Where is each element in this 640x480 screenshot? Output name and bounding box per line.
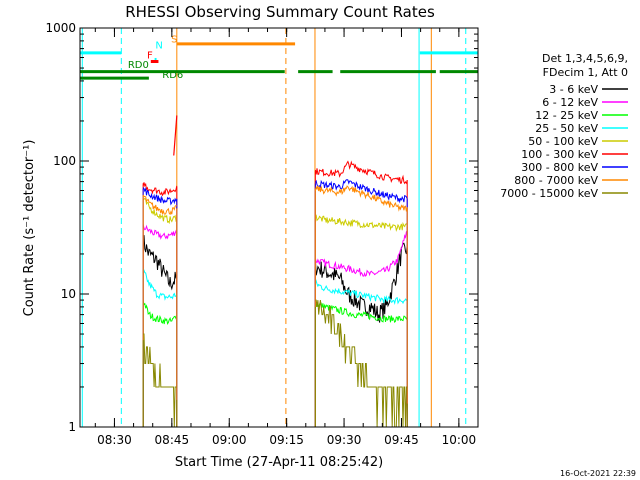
legend-header-line: FDecim 1, Att 0 (543, 66, 628, 79)
series-trace (142, 235, 178, 291)
chart-title: RHESSI Observing Summary Count Rates (125, 3, 435, 21)
y-tick-label: 1000 (45, 21, 76, 35)
series-800-7000-kev (142, 185, 408, 427)
series-trace (142, 224, 178, 240)
x-tick-label: 10:00 (442, 433, 477, 447)
series-trace (314, 160, 408, 185)
legend-label: 6 - 12 keV (542, 96, 598, 109)
series-trace (142, 268, 178, 301)
y-tick-label: 10 (61, 287, 76, 301)
legend-label: 800 - 7000 keV (514, 174, 598, 187)
series-trace (142, 300, 178, 326)
y-tick-label: 1 (68, 420, 76, 434)
series-300-800-kev (142, 179, 408, 427)
series-6-12-kev (142, 224, 408, 427)
series-trace (314, 185, 408, 212)
flare-spike (173, 115, 178, 156)
legend-label: 100 - 300 keV (521, 148, 598, 161)
series-12-25-kev (142, 300, 408, 427)
flag-label: F (147, 50, 153, 61)
series-trace (315, 299, 408, 427)
x-tick-label: 09:00 (212, 433, 247, 447)
y-axis-label: Count Rate (s⁻¹ detector⁻¹) (22, 140, 37, 317)
series-trace (143, 197, 178, 225)
plot-frame (79, 27, 479, 428)
series-trace (142, 186, 178, 206)
legend: Det 1,3,4,5,6,9,FDecim 1, Att 0 3 - 6 keV… (500, 52, 628, 200)
y-tick-label: 100 (53, 154, 76, 168)
flag-label: RD6 (162, 70, 183, 81)
x-tick-label: 09:30 (327, 433, 362, 447)
x-tick-label: 08:30 (97, 433, 132, 447)
series-trace (314, 242, 408, 323)
flag-label: S (171, 34, 177, 45)
series-25-50-kev (142, 268, 408, 427)
series-7000-15000-kev (142, 299, 408, 427)
legend-label: 3 - 6 keV (549, 83, 598, 96)
flag-label: RD0 (128, 60, 149, 71)
x-tick-label: 08:45 (155, 433, 190, 447)
series-trace (142, 182, 178, 197)
legend-label: 50 - 100 keV (528, 135, 598, 148)
x-tick-label: 09:45 (384, 433, 419, 447)
legend-label: 12 - 25 keV (535, 109, 598, 122)
series-trace (142, 194, 178, 216)
legend-header-line: Det 1,3,4,5,6,9, (542, 52, 628, 65)
legend-label: 25 - 50 keV (535, 122, 598, 135)
legend-label: 7000 - 15000 keV (500, 187, 598, 200)
x-axis-label: Start Time (27-Apr-11 08:25:42) (175, 455, 383, 470)
series-trace (314, 279, 408, 306)
render-timestamp: 16-Oct-2021 22:39 (560, 469, 636, 478)
series-trace (315, 214, 408, 232)
series-3-6-kev (142, 235, 408, 427)
series-trace (143, 333, 177, 427)
flag-label: N (155, 41, 162, 52)
x-tick-label: 09:15 (269, 433, 304, 447)
series-trace (314, 179, 408, 204)
series-trace (314, 230, 408, 277)
legend-label: 300 - 800 keV (521, 161, 598, 174)
